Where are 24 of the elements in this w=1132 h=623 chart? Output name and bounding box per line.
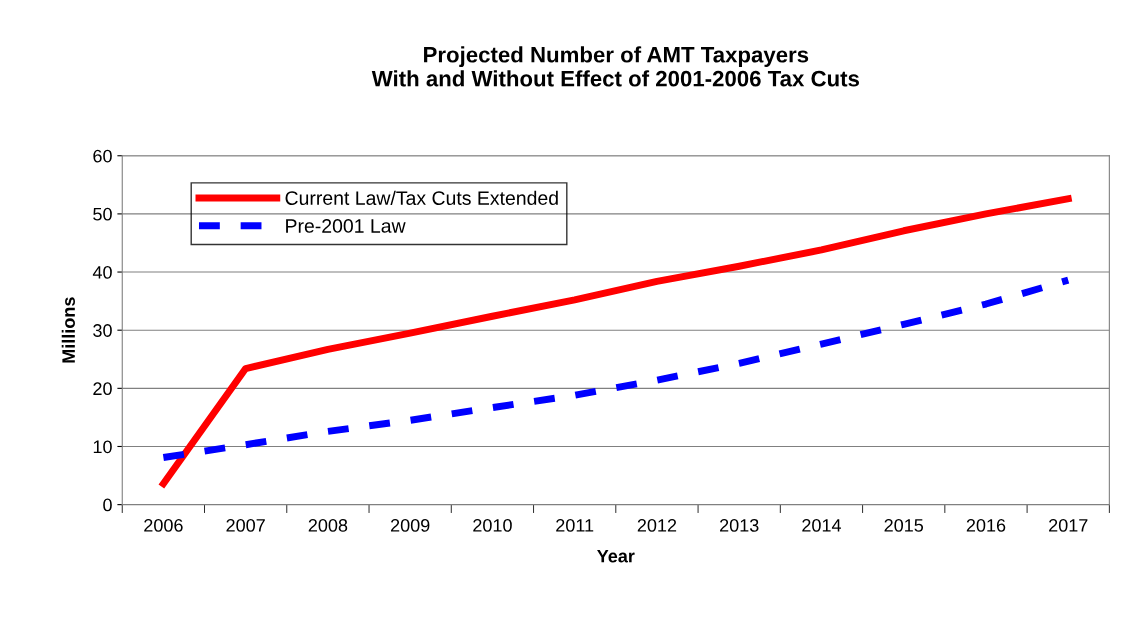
y-tick-label: 40 — [92, 265, 112, 279]
x-tick-label: 2006 — [144, 519, 183, 532]
x-tick-label: 2008 — [308, 519, 348, 532]
x-tick-label: 2010 — [473, 519, 512, 532]
chart-title: Projected Number of AMT Taxpayers With and Without Effect of 2001-2006 Tax Cuts — [371, 46, 859, 87]
legend-label: Pre-2001 Law — [286, 219, 406, 233]
x-tick-label: 2016 — [966, 519, 1006, 532]
x-tick-label: 2012 — [637, 519, 677, 532]
x-tick-label: 2014 — [802, 519, 842, 532]
x-tick-label: 2009 — [390, 519, 430, 532]
legend-label: Current Law/Tax Cuts Extended — [285, 190, 558, 205]
x-tick-label: 2011 — [556, 519, 594, 532]
y-tick-label: 10 — [93, 440, 112, 454]
x-tick-label: 2013 — [720, 519, 759, 532]
x-tick-label: 2017 — [1049, 519, 1088, 532]
x-tick-label: 2015 — [884, 519, 924, 532]
x-tick-label: 2007 — [226, 519, 265, 532]
y-tick-label: 60 — [93, 149, 112, 163]
y-tick-label: 30 — [93, 324, 112, 337]
x-axis-title: Year — [597, 549, 635, 563]
y-tick-label: 20 — [93, 382, 112, 396]
y-axis-title: Millions — [61, 297, 75, 363]
y-tick-label: 50 — [93, 207, 112, 221]
y-tick-label: 0 — [103, 498, 112, 512]
